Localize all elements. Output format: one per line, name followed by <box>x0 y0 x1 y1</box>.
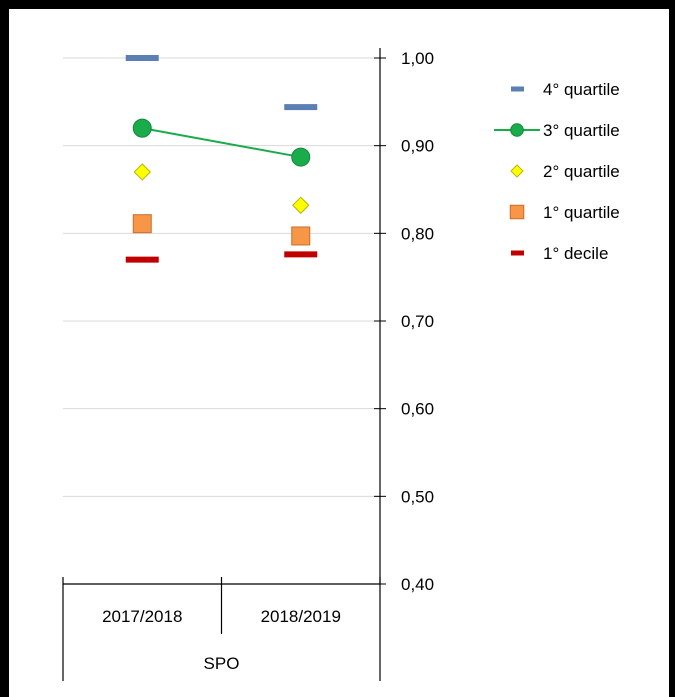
data-marks <box>125 55 318 263</box>
axes <box>62 48 386 681</box>
y-tick-label: 0,70 <box>401 312 434 331</box>
data-point <box>291 147 311 167</box>
legend-label: 2° quartile <box>543 162 620 181</box>
legend-swatch <box>511 86 524 92</box>
y-tick-label: 0,80 <box>401 224 434 243</box>
y-tick-label: 0,60 <box>401 400 434 419</box>
y-tick-label: 1,00 <box>401 49 434 68</box>
data-point <box>284 104 318 111</box>
legend-swatch <box>509 204 525 220</box>
x-category-label: 2017/2018 <box>102 607 182 626</box>
data-point <box>132 214 152 234</box>
data-point <box>125 256 159 263</box>
legend-swatch <box>511 250 524 256</box>
x-category-labels: 2017/2018 2018/2019 SPO <box>102 607 341 673</box>
legend-swatch <box>510 164 524 178</box>
data-point <box>125 55 159 61</box>
data-point <box>291 226 311 246</box>
gridlines <box>63 57 380 497</box>
data-point <box>284 251 318 258</box>
y-tick-labels: 0,40 0,50 0,60 0,70 0,80 0,90 1,00 <box>401 49 434 594</box>
series-line <box>142 127 301 159</box>
y-tick-label: 0,40 <box>401 575 434 594</box>
data-point <box>132 118 152 138</box>
data-point <box>133 163 151 181</box>
x-category-label: 2018/2019 <box>261 607 341 626</box>
legend-label: 1° decile <box>543 244 608 263</box>
y-tick-label: 0,50 <box>401 487 434 506</box>
legend-label: 1° quartile <box>543 203 620 222</box>
legend: 4° quartile 3° quartile 2° quartile 1° quar… <box>494 80 620 263</box>
legend-label: 4° quartile <box>543 80 620 99</box>
legend-swatch <box>510 123 524 137</box>
legend-label: 3° quartile <box>543 121 620 140</box>
x-group-label: SPO <box>204 654 240 673</box>
y-tick-label: 0,90 <box>401 137 434 156</box>
data-point <box>292 196 310 214</box>
